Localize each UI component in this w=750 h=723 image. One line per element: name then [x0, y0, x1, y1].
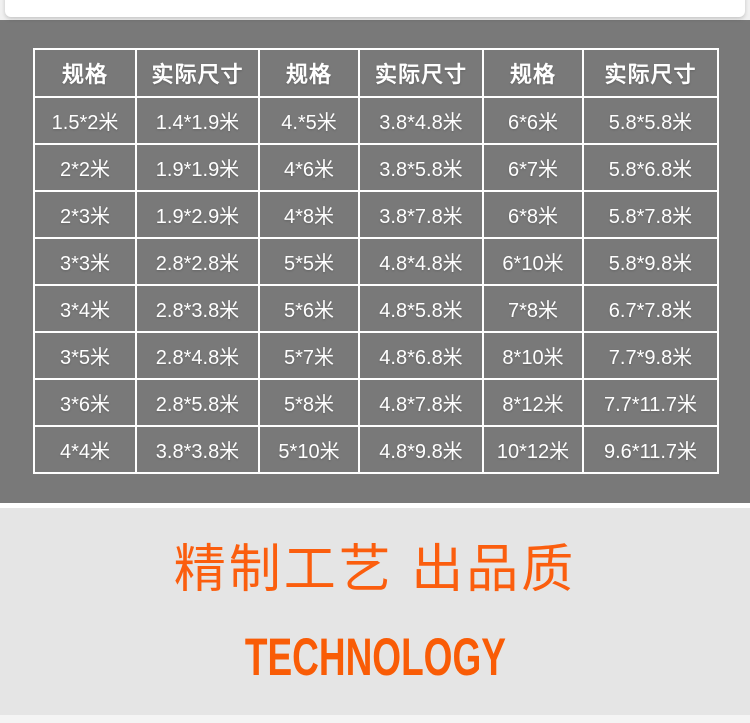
spec-cell: 2*3米	[33, 190, 137, 239]
spec-cell: 4*4米	[33, 425, 137, 474]
spec-cell: 3*5米	[33, 331, 137, 380]
table-row: 3*4米 2.8*3.8米 5*6米 4.8*5.8米 7*8米 6.7*7.8米	[33, 284, 719, 333]
actual-size-cell: 3.8*7.8米	[358, 190, 484, 239]
previous-card-edge	[5, 0, 745, 17]
actual-size-cell: 5.8*6.8米	[582, 143, 719, 192]
actual-size-cell: 4.8*6.8米	[358, 331, 484, 380]
spec-cell: 8*10米	[482, 331, 584, 380]
actual-size-cell: 4.8*5.8米	[358, 284, 484, 333]
actual-size-cell: 7.7*9.8米	[582, 331, 719, 380]
actual-size-cell: 9.6*11.7米	[582, 425, 719, 474]
spec-cell: 5*5米	[258, 237, 360, 286]
actual-size-header-cell: 实际尺寸	[358, 48, 484, 98]
actual-size-cell: 7.7*11.7米	[582, 378, 719, 427]
spec-header-cell: 规格	[33, 48, 137, 98]
banner-title-chinese: 精制工艺 出品质	[173, 541, 577, 599]
spec-cell: 7*8米	[482, 284, 584, 333]
actual-size-cell: 1.4*1.9米	[135, 96, 260, 145]
size-table-section: 规格 实际尺寸 规格 实际尺寸 规格 实际尺寸 1.5*2米 1.4*1.9米 4.*5米 3.…	[0, 20, 750, 503]
previous-card-bottom-strip	[0, 0, 750, 20]
banner-title-english: TECHNOLOGY	[244, 627, 506, 687]
size-table-header: 规格 实际尺寸 规格 实际尺寸 规格 实际尺寸	[33, 48, 719, 98]
spec-cell: 6*7米	[482, 143, 584, 192]
spec-cell: 4*8米	[258, 190, 360, 239]
spec-header-cell: 规格	[258, 48, 360, 98]
header-row: 规格 实际尺寸 规格 实际尺寸 规格 实际尺寸	[33, 48, 719, 98]
spec-header-cell: 规格	[482, 48, 584, 98]
actual-size-cell: 5.8*7.8米	[582, 190, 719, 239]
spec-cell: 10*12米	[482, 425, 584, 474]
actual-size-cell: 3.8*5.8米	[358, 143, 484, 192]
table-row: 3*6米 2.8*5.8米 5*8米 4.8*7.8米 8*12米 7.7*11.7米	[33, 378, 719, 427]
spec-cell: 5*6米	[258, 284, 360, 333]
technology-banner: 精制工艺 出品质 TECHNOLOGY	[0, 508, 750, 715]
spec-cell: 3*4米	[33, 284, 137, 333]
table-row: 3*5米 2.8*4.8米 5*7米 4.8*6.8米 8*10米 7.7*9.8米	[33, 331, 719, 380]
actual-size-cell: 1.9*2.9米	[135, 190, 260, 239]
table-row: 2*2米 1.9*1.9米 4*6米 3.8*5.8米 6*7米 5.8*6.8米	[33, 143, 719, 192]
spec-cell: 5*10米	[258, 425, 360, 474]
actual-size-cell: 4.8*4.8米	[358, 237, 484, 286]
page-bottom-strip	[0, 715, 750, 723]
spec-cell: 1.5*2米	[33, 96, 137, 145]
actual-size-cell: 5.8*5.8米	[582, 96, 719, 145]
spec-cell: 6*10米	[482, 237, 584, 286]
actual-size-cell: 5.8*9.8米	[582, 237, 719, 286]
spec-cell: 3*3米	[33, 237, 137, 286]
spec-cell: 3*6米	[33, 378, 137, 427]
spec-cell: 4*6米	[258, 143, 360, 192]
spec-cell: 6*8米	[482, 190, 584, 239]
spec-cell: 5*8米	[258, 378, 360, 427]
actual-size-cell: 3.8*4.8米	[358, 96, 484, 145]
spec-cell: 6*6米	[482, 96, 584, 145]
spec-cell: 5*7米	[258, 331, 360, 380]
actual-size-header-cell: 实际尺寸	[135, 48, 260, 98]
table-row: 4*4米 3.8*3.8米 5*10米 4.8*9.8米 10*12米 9.6*11.7米	[33, 425, 719, 474]
table-row: 1.5*2米 1.4*1.9米 4.*5米 3.8*4.8米 6*6米 5.8*5.8米	[33, 96, 719, 145]
size-table-body: 1.5*2米 1.4*1.9米 4.*5米 3.8*4.8米 6*6米 5.8*5.8米 2…	[33, 96, 719, 474]
actual-size-header-cell: 实际尺寸	[582, 48, 719, 98]
actual-size-cell: 4.8*9.8米	[358, 425, 484, 474]
actual-size-cell: 2.8*3.8米	[135, 284, 260, 333]
actual-size-cell: 2.8*2.8米	[135, 237, 260, 286]
table-row: 3*3米 2.8*2.8米 5*5米 4.8*4.8米 6*10米 5.8*9.8米	[33, 237, 719, 286]
spec-cell: 2*2米	[33, 143, 137, 192]
size-table: 规格 实际尺寸 规格 实际尺寸 规格 实际尺寸 1.5*2米 1.4*1.9米 4.*5米 3.…	[33, 48, 719, 474]
actual-size-cell: 4.8*7.8米	[358, 378, 484, 427]
spec-cell: 8*12米	[482, 378, 584, 427]
actual-size-cell: 2.8*4.8米	[135, 331, 260, 380]
actual-size-cell: 1.9*1.9米	[135, 143, 260, 192]
actual-size-cell: 3.8*3.8米	[135, 425, 260, 474]
spec-cell: 4.*5米	[258, 96, 360, 145]
actual-size-cell: 2.8*5.8米	[135, 378, 260, 427]
table-row: 2*3米 1.9*2.9米 4*8米 3.8*7.8米 6*8米 5.8*7.8米	[33, 190, 719, 239]
actual-size-cell: 6.7*7.8米	[582, 284, 719, 333]
section-divider	[0, 503, 750, 508]
